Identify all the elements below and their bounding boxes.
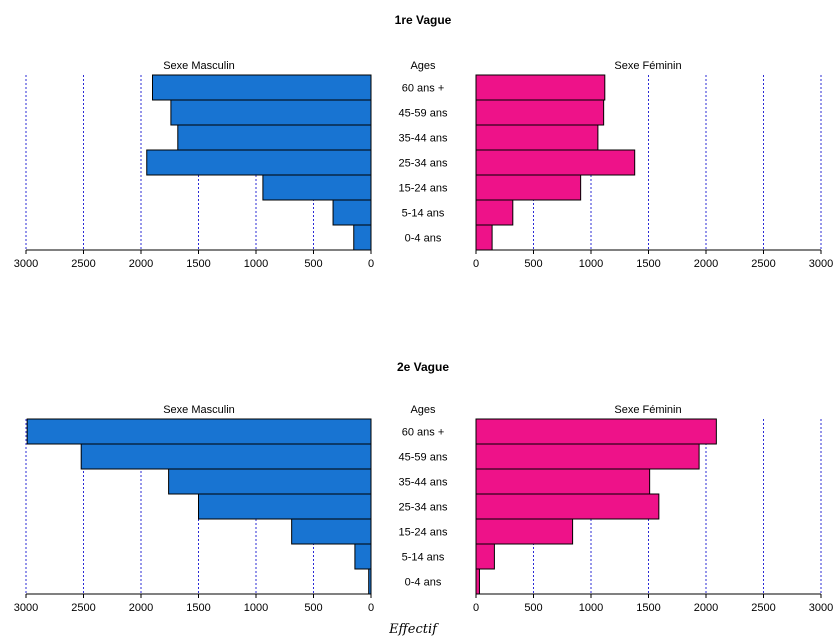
tick-label-left: 2500 <box>71 258 95 270</box>
bar-male <box>177 124 372 151</box>
bar-female <box>475 199 514 226</box>
tick-label-left: 0 <box>368 258 374 270</box>
bar-female <box>475 149 636 176</box>
tick-label-left: 3000 <box>14 258 38 270</box>
tick-label-left: 1000 <box>244 602 268 614</box>
age-label: 35-44 ans <box>399 133 448 145</box>
tick-label-right: 500 <box>524 602 542 614</box>
tick-label-left: 2500 <box>71 602 95 614</box>
bar-female <box>475 224 493 251</box>
tick-label-right: 2500 <box>751 258 775 270</box>
age-label: 45-59 ans <box>399 108 448 120</box>
tick-label-right: 0 <box>473 602 479 614</box>
age-column-label: Ages <box>410 404 436 416</box>
age-label: 15-24 ans <box>399 527 448 539</box>
bar-female <box>475 99 605 126</box>
tick-label-right: 3000 <box>809 602 833 614</box>
age-label: 45-59 ans <box>399 452 448 464</box>
bar-female <box>475 493 660 520</box>
bar-male <box>152 74 372 101</box>
age-label: 5-14 ans <box>402 208 445 220</box>
tick-label-left: 1500 <box>186 602 210 614</box>
tick-label-left: 0 <box>368 602 374 614</box>
bar-female <box>475 443 700 470</box>
tick-label-right: 1000 <box>579 258 603 270</box>
bar-female <box>475 74 606 101</box>
bar-male <box>262 174 372 201</box>
age-column-label: Ages <box>410 60 436 72</box>
tick-label-right: 1000 <box>579 602 603 614</box>
series-label-male: Sexe Masculin <box>163 60 235 72</box>
tick-label-right: 2000 <box>694 258 718 270</box>
bar-female <box>475 124 599 151</box>
tick-label-right: 2500 <box>751 602 775 614</box>
tick-label-right: 1500 <box>636 602 660 614</box>
x-axis-label: Effectif <box>388 622 439 637</box>
age-label: 5-14 ans <box>402 552 445 564</box>
bar-female <box>475 418 717 445</box>
age-label: 60 ans + <box>402 427 445 439</box>
panel-1: 1re Vague Sexe Masculin Ages Sexe Féminin 60… <box>14 13 833 270</box>
tick-label-left: 2000 <box>129 602 153 614</box>
age-label: 25-34 ans <box>399 502 448 514</box>
bar-female <box>475 174 582 201</box>
tick-label-right: 2000 <box>694 602 718 614</box>
age-label: 60 ans + <box>402 83 445 95</box>
age-label: 0-4 ans <box>405 233 442 245</box>
age-label: 0-4 ans <box>405 577 442 589</box>
bar-male <box>80 443 372 470</box>
bar-female <box>475 468 651 495</box>
tick-label-left: 2000 <box>129 258 153 270</box>
bar-female <box>475 543 495 570</box>
series-label-female: Sexe Féminin <box>614 404 681 416</box>
tick-label-left: 1500 <box>186 258 210 270</box>
tick-label-left: 500 <box>304 258 322 270</box>
panel-title: 1re Vague <box>395 13 452 27</box>
bar-male <box>354 543 372 570</box>
bar-female <box>475 518 574 545</box>
panel-title: 2e Vague <box>397 360 449 374</box>
age-label: 15-24 ans <box>399 183 448 195</box>
series-label-male: Sexe Masculin <box>163 404 235 416</box>
tick-label-right: 3000 <box>809 258 833 270</box>
bar-male <box>146 149 372 176</box>
bar-male <box>291 518 372 545</box>
panel-2: 2e Vague Sexe Masculin Ages Sexe Féminin 60 … <box>14 360 833 614</box>
tick-label-left: 3000 <box>14 602 38 614</box>
bar-male <box>198 493 372 520</box>
bar-male <box>353 224 372 251</box>
age-label: 35-44 ans <box>399 477 448 489</box>
bar-male <box>26 418 372 445</box>
bar-male <box>170 99 372 126</box>
tick-label-left: 500 <box>304 602 322 614</box>
tick-label-right: 1500 <box>636 258 660 270</box>
bar-female <box>475 568 480 595</box>
bar-male <box>168 468 372 495</box>
age-label: 25-34 ans <box>399 158 448 170</box>
tick-label-right: 0 <box>473 258 479 270</box>
series-label-female: Sexe Féminin <box>614 60 681 72</box>
tick-label-right: 500 <box>524 258 542 270</box>
bar-male <box>332 199 372 226</box>
tick-label-left: 1000 <box>244 258 268 270</box>
